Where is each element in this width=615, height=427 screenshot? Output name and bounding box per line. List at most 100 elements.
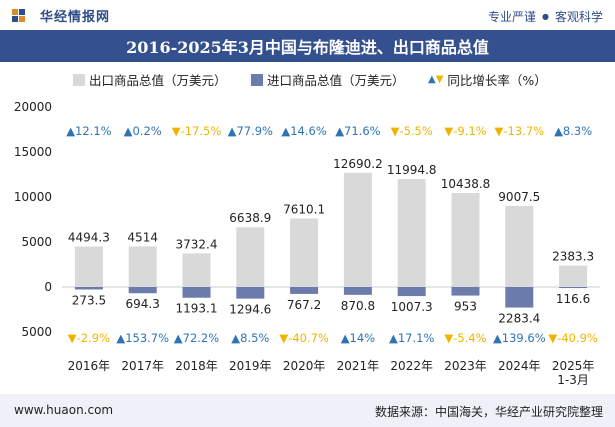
export-growth-label: ▼-17.5% xyxy=(172,124,222,138)
y-tick-label: 5000 xyxy=(21,235,52,249)
logo-text: 华经情报网 xyxy=(40,10,111,25)
export-value-label: 11994.8 xyxy=(387,163,437,177)
footer-source: 数据来源：中国海关，华经产业研究院整理 xyxy=(374,405,603,419)
chart-area: 5000 0 5000 10000 15000 20000 4494.3 273.5 ▲12.1… xyxy=(14,100,600,387)
legend-up-triangle-icon: ▲ xyxy=(428,73,436,85)
export-bar xyxy=(182,253,211,287)
title-bar: 2016-2025年3月中国与布隆迪进、出口商品总值 xyxy=(0,30,615,62)
slogan-separator: ● xyxy=(542,12,549,21)
import-growth-label: ▲14% xyxy=(341,331,375,345)
x-tick-label: 2025年 xyxy=(552,359,595,373)
import-growth-label: ▼-40.7% xyxy=(279,331,329,345)
import-growth-label: ▲72.2% xyxy=(174,331,219,345)
export-value-label: 9007.5 xyxy=(498,190,540,204)
import-growth-label: ▲139.6% xyxy=(493,331,546,345)
import-bar xyxy=(290,287,319,294)
import-bar xyxy=(559,287,588,289)
export-bar xyxy=(451,193,480,287)
export-growth-label: ▼-9.1% xyxy=(444,124,486,138)
import-value-label: 767.2 xyxy=(287,298,321,312)
legend-import: 进口商品总值（万美元） xyxy=(251,70,405,89)
import-value-label: 1294.6 xyxy=(229,303,271,317)
x-tick-label: 2022年 xyxy=(390,359,433,373)
x-tick-label: 2023年 xyxy=(444,359,487,373)
y-tick-label: 10000 xyxy=(14,190,52,204)
logo[interactable]: 华经情报网 xyxy=(12,6,110,25)
x-tick-label: 2020年 xyxy=(283,359,326,373)
import-growth-label: ▼-2.9% xyxy=(68,331,110,345)
import-value-label: 1007.3 xyxy=(391,300,433,314)
export-growth-label: ▼-5.5% xyxy=(391,124,433,138)
export-value-label: 3732.4 xyxy=(176,237,218,251)
x-tick-label: 2018年 xyxy=(175,359,218,373)
import-growth-label: ▼-5.4% xyxy=(444,331,486,345)
import-value-label: 870.8 xyxy=(341,299,375,313)
import-growth-label: ▲17.1% xyxy=(389,331,434,345)
x-tick-label: 2021年 xyxy=(337,359,380,373)
export-growth-label: ▼-13.7% xyxy=(495,124,545,138)
export-value-label: 4494.3 xyxy=(68,231,110,245)
export-growth-label: ▲14.6% xyxy=(281,124,326,138)
legend-export: 出口商品总值（万美元） xyxy=(73,70,227,89)
slogan-left: 专业严谨 xyxy=(487,10,536,24)
export-bar xyxy=(74,246,103,287)
top-bar: 华经情报网 专业严谨 ● 客观科学 xyxy=(0,0,615,30)
export-growth-label: ▲0.2% xyxy=(124,124,162,138)
legend-import-label: 进口商品总值（万美元） xyxy=(267,73,405,88)
slogan-right: 客观科学 xyxy=(554,10,603,24)
y-tick-label: 5000 xyxy=(21,325,52,339)
import-growth-label: ▼-40.9% xyxy=(548,331,598,345)
import-bar xyxy=(505,287,534,308)
import-bar xyxy=(74,287,103,290)
export-value-label: 10438.8 xyxy=(441,177,491,191)
footer-url[interactable]: www.huaon.com xyxy=(14,403,114,417)
export-value-label: 7610.1 xyxy=(283,203,325,217)
export-bar xyxy=(559,265,588,287)
x-tick-label: 2024年 xyxy=(498,359,541,373)
legend-export-swatch xyxy=(73,73,85,86)
export-growth-label: ▲77.9% xyxy=(228,124,273,138)
export-bar xyxy=(236,227,265,287)
import-bar xyxy=(397,287,426,297)
x-tick-label: 2017年 xyxy=(121,359,164,373)
footer: www.huaon.com 数据来源：中国海关，华经产业研究院整理 xyxy=(0,394,615,427)
import-value-label: 694.3 xyxy=(126,297,160,311)
import-bar xyxy=(182,287,211,298)
legend: 出口商品总值（万美元） 进口商品总值（万美元） ▲ ▼ 同比增长率（%） xyxy=(0,70,615,90)
x-tick-label: 1-3月 xyxy=(557,373,589,387)
import-bar xyxy=(343,287,372,295)
slogan: 专业严谨 ● 客观科学 xyxy=(488,8,603,25)
y-tick-label: 15000 xyxy=(14,145,52,159)
export-growth-label: ▲71.6% xyxy=(335,124,380,138)
export-growth-label: ▲12.1% xyxy=(66,124,111,138)
legend-export-label: 出口商品总值（万美元） xyxy=(89,73,227,88)
x-tick-label: 2019年 xyxy=(229,359,272,373)
export-growth-label: ▲8.3% xyxy=(554,124,592,138)
y-tick-label: 0 xyxy=(44,280,52,294)
legend-growth: ▲ ▼ 同比增长率（%） xyxy=(428,70,547,89)
import-growth-label: ▲8.5% xyxy=(231,331,269,345)
export-value-label: 6638.9 xyxy=(229,211,271,225)
export-value-label: 12690.2 xyxy=(333,157,383,171)
import-value-label: 2283.4 xyxy=(498,312,540,326)
import-bar xyxy=(236,287,265,299)
chart-title: 2016-2025年3月中国与布隆迪进、出口商品总值 xyxy=(126,38,489,57)
y-tick-label: 20000 xyxy=(14,100,52,114)
import-value-label: 273.5 xyxy=(72,293,106,307)
export-value-label: 2383.3 xyxy=(552,250,594,264)
import-value-label: 1193.1 xyxy=(176,302,218,316)
export-bar xyxy=(128,246,157,287)
logo-icon xyxy=(12,8,25,22)
legend-import-swatch xyxy=(251,73,263,86)
import-value-label: 953 xyxy=(454,300,477,314)
export-bar xyxy=(505,205,534,287)
import-bar xyxy=(451,287,480,296)
export-bar xyxy=(397,179,426,287)
x-tick-label: 2016年 xyxy=(68,359,111,373)
import-growth-label: ▲153.7% xyxy=(116,331,169,345)
export-bar xyxy=(290,218,319,287)
import-value-label: 116.6 xyxy=(556,292,590,306)
legend-down-triangle-icon: ▼ xyxy=(435,73,444,85)
legend-growth-label: 同比增长率（%） xyxy=(447,73,547,88)
export-value-label: 4514 xyxy=(127,230,158,244)
